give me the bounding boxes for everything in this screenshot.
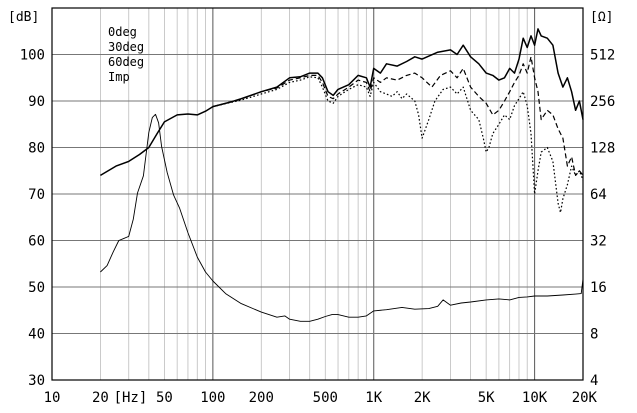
- plot-frame: [51, 7, 584, 381]
- series-line-60deg: [212, 76, 584, 214]
- legend-entry-30deg: 30deg: [108, 40, 144, 54]
- x-tick-label: 10K: [522, 390, 548, 406]
- series-line-imp: [100, 113, 584, 322]
- grid: [52, 8, 583, 380]
- y-left-tick-label: 100: [20, 48, 45, 64]
- legend: 0deg 30deg 60deg Imp: [108, 25, 144, 84]
- x-tick-label: 100: [200, 390, 225, 406]
- x-tick-label: 20: [92, 390, 109, 406]
- legend-entry-60deg: 60deg: [108, 55, 144, 69]
- y-right-tick-label: 4: [590, 373, 598, 389]
- x-tick-label: 50: [156, 390, 173, 406]
- x-tick-label: 200: [249, 390, 274, 406]
- y-left-tick-label: 90: [28, 94, 45, 110]
- y-left-tick-label: 60: [28, 234, 45, 250]
- x-tick-label: 1K: [365, 390, 382, 406]
- y-right-tick-label: 256: [590, 94, 615, 110]
- x-tick-label: 500: [313, 390, 338, 406]
- tick-labels: 30 40 50 60 70 80 90 100 4 8 16 32 64 128 256 512 10 20 50…: [20, 48, 616, 407]
- legend-entry-0deg: 0deg: [108, 25, 137, 39]
- y-left-tick-label: 30: [28, 373, 45, 389]
- x-axis-unit-label: [Hz]: [114, 390, 148, 406]
- x-tick-label: 10: [44, 390, 61, 406]
- y-right-tick-label: 64: [590, 187, 607, 203]
- series-line-0deg: [100, 28, 584, 177]
- x-tick-label: 20K: [572, 390, 598, 406]
- y-left-tick-label: 70: [28, 187, 45, 203]
- y-axis-right-unit-label: [Ω]: [590, 10, 613, 25]
- y-right-tick-label: 8: [590, 327, 598, 343]
- x-tick-label: 5K: [478, 390, 495, 406]
- series-layer: [100, 28, 584, 322]
- y-right-tick-label: 32: [590, 234, 607, 250]
- y-right-tick-label: 512: [590, 48, 615, 64]
- y-right-tick-label: 128: [590, 141, 615, 157]
- y-left-tick-label: 40: [28, 327, 45, 343]
- x-tick-label: 2K: [414, 390, 431, 406]
- legend-entry-imp: Imp: [108, 70, 130, 84]
- y-right-tick-label: 16: [590, 280, 607, 296]
- y-left-tick-label: 50: [28, 280, 45, 296]
- y-axis-left-unit-label: [dB]: [8, 10, 39, 25]
- series-line-30deg: [212, 56, 584, 176]
- y-left-tick-label: 80: [28, 141, 45, 157]
